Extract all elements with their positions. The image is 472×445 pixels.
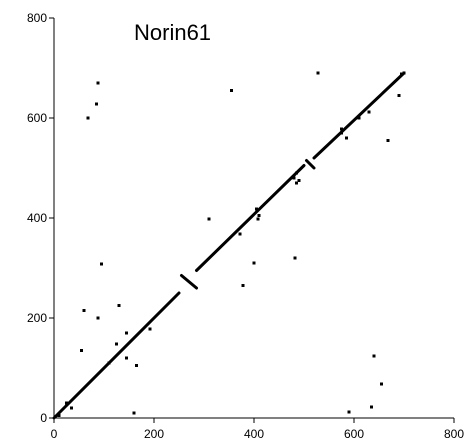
data-point xyxy=(82,309,86,312)
data-point xyxy=(316,71,320,75)
y-tick-label: 0 xyxy=(40,411,47,425)
data-point xyxy=(397,94,401,97)
chart-title: Norin61 xyxy=(134,20,211,45)
data-point xyxy=(340,127,343,131)
diagonal-segment xyxy=(195,164,306,272)
diagonal-segment xyxy=(52,291,181,420)
data-point xyxy=(125,331,128,335)
y-tick-label: 200 xyxy=(27,311,47,325)
ticks: 0 200 400 600 800 0 200 400 600 800 xyxy=(27,11,464,441)
x-tick-label: 200 xyxy=(144,427,164,441)
data-point xyxy=(255,207,258,211)
x-tick-label: 400 xyxy=(244,427,264,441)
data-point xyxy=(96,316,100,320)
data-point xyxy=(125,356,128,360)
data-point xyxy=(372,354,376,358)
data-point xyxy=(357,116,361,120)
data-point xyxy=(135,364,138,367)
diagonal-segment xyxy=(312,71,406,160)
data-point xyxy=(257,214,261,217)
data-point xyxy=(345,136,348,140)
data-point xyxy=(95,102,98,106)
data-point xyxy=(400,72,403,76)
data-point xyxy=(148,327,152,331)
diagonal-segments xyxy=(52,71,406,420)
data-point xyxy=(65,401,68,405)
data-point xyxy=(207,217,211,221)
data-point xyxy=(70,406,73,410)
data-point xyxy=(96,81,100,85)
data-point xyxy=(295,171,298,175)
data-point xyxy=(297,179,301,182)
data-point xyxy=(80,349,83,352)
data-point xyxy=(347,410,351,414)
data-point xyxy=(132,411,136,415)
data-point xyxy=(386,139,390,142)
data-point xyxy=(256,217,260,221)
y-tick-label: 400 xyxy=(27,211,47,225)
data-point xyxy=(107,361,111,365)
x-tick-label: 0 xyxy=(51,427,58,441)
scatter-points xyxy=(57,71,406,417)
data-point xyxy=(238,232,242,236)
data-point xyxy=(370,405,373,409)
data-point xyxy=(86,116,90,120)
y-tick-label: 800 xyxy=(27,11,47,25)
data-point xyxy=(241,284,245,287)
data-point xyxy=(230,89,233,92)
data-point xyxy=(380,382,383,386)
data-point xyxy=(295,181,298,185)
data-point xyxy=(100,262,103,266)
data-point xyxy=(117,304,121,307)
data-point xyxy=(57,414,61,417)
inversion-segment xyxy=(305,159,316,170)
data-point xyxy=(340,131,343,135)
data-point xyxy=(293,256,297,260)
inversion-segment xyxy=(180,274,198,290)
data-point xyxy=(367,110,371,114)
y-tick-label: 600 xyxy=(27,111,47,125)
data-point xyxy=(252,261,256,265)
data-point xyxy=(115,342,118,346)
data-point xyxy=(292,176,296,180)
data-point xyxy=(402,71,406,75)
x-tick-label: 600 xyxy=(344,427,364,441)
x-tick-label: 800 xyxy=(444,427,464,441)
